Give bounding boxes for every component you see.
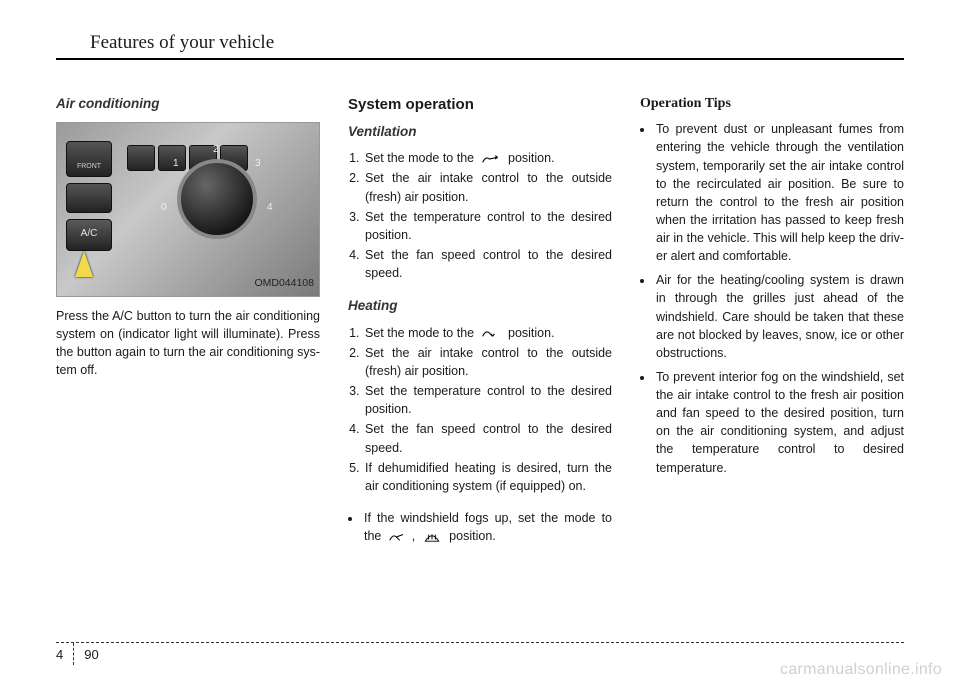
- ac-button-graphic: A/C: [66, 219, 112, 251]
- column-3: Operation Tips To prevent dust or unplea…: [640, 94, 904, 551]
- footer-page-numbers: 4 90: [56, 647, 904, 665]
- heat-step: Set the fan speed control to the desired…: [363, 420, 612, 456]
- header-rule: [56, 58, 904, 60]
- tip-item: To prevent interior fog on the wind­shie…: [654, 368, 904, 477]
- col2-sub2: Heating: [348, 296, 612, 316]
- page-footer: 4 90: [56, 642, 904, 665]
- section-number: 4: [56, 647, 63, 665]
- tip-item: Air for the heating/cooling system is dr…: [654, 271, 904, 362]
- face-vent-icon: [481, 153, 501, 165]
- figure-code: OMD044108: [254, 276, 314, 291]
- col2-sub1: Ventilation: [348, 122, 612, 142]
- vent-step: Set the temperature control to the desir…: [363, 208, 612, 244]
- ventilation-steps: Set the mode to the position. Set the ai…: [348, 149, 612, 282]
- fan-dial-graphic: [177, 159, 257, 239]
- watermark-text: carmanualsonline.info: [780, 661, 942, 679]
- floor-defrost-icon: [388, 531, 408, 543]
- dial-num-2: 2: [213, 143, 219, 158]
- col2-heading: System operation: [348, 94, 612, 116]
- highlight-arrow-icon: [75, 251, 93, 277]
- dial-num-3: 3: [255, 157, 261, 172]
- col1-body: Press the A/C button to turn the air con…: [56, 307, 320, 380]
- tip-item: To prevent dust or unpleasant fumes from…: [654, 120, 904, 265]
- content-columns: Air conditioning FRONT A/C 0 1 2 3 4: [56, 94, 904, 551]
- dial-num-0: 0: [161, 201, 167, 216]
- defrost-icon: [422, 531, 442, 543]
- dial-num-4: 4: [267, 201, 273, 216]
- vent-step: Set the air intake control to the outsid…: [363, 169, 612, 205]
- heating-steps: Set the mode to the position. Set the ai…: [348, 324, 612, 495]
- heat-step: If dehumidified heating is desired, turn…: [363, 459, 612, 495]
- recirculate-button-graphic: [66, 183, 112, 213]
- front-defrost-button-graphic: FRONT: [66, 141, 112, 177]
- page-header-title: Features of your vehicle: [90, 32, 904, 54]
- climate-control-figure: FRONT A/C 0 1 2 3 4 OMD044108: [56, 122, 320, 297]
- dial-num-1: 1: [173, 157, 179, 172]
- heat-step: Set the mode to the position.: [363, 324, 612, 342]
- heat-bullet: If the windshield fogs up, set the mode …: [362, 509, 612, 545]
- vent-step: Set the fan speed control to the desired…: [363, 246, 612, 282]
- column-1: Air conditioning FRONT A/C 0 1 2 3 4: [56, 94, 320, 551]
- operation-tips-list: To prevent dust or unpleasant fumes from…: [640, 120, 904, 476]
- footer-rule: [56, 642, 904, 643]
- col3-heading: Operation Tips: [640, 94, 904, 114]
- col1-heading: Air conditioning: [56, 94, 320, 114]
- page-number: 90: [84, 647, 98, 665]
- vent-step: Set the mode to the position.: [363, 149, 612, 167]
- column-2: System operation Ventilation Set the mod…: [348, 94, 612, 551]
- heating-note: If the windshield fogs up, set the mode …: [348, 509, 612, 545]
- footer-divider: [73, 643, 74, 665]
- floor-vent-icon: [481, 327, 501, 339]
- heat-step: Set the air intake control to the outsid…: [363, 344, 612, 380]
- heat-step: Set the temperature control to the desir…: [363, 382, 612, 418]
